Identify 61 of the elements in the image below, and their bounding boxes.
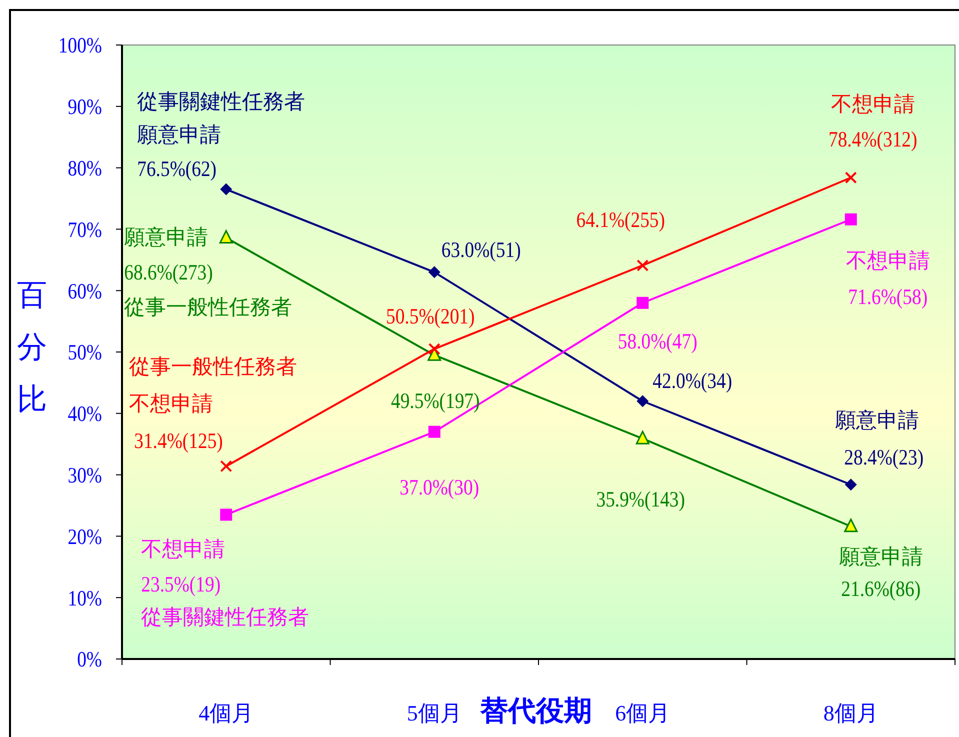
annotation: 不想申請: [129, 392, 214, 416]
y-tick-label: 20%: [68, 526, 102, 550]
annotation: 願意申請: [838, 544, 923, 569]
annotation: 願意申請: [124, 225, 208, 250]
x-tick-label: 8個月: [823, 700, 878, 726]
data-label: 49.5%(197): [390, 389, 480, 414]
y-tick-label: 60%: [68, 280, 102, 304]
data-label: 50.5%(201): [386, 305, 475, 330]
data-label: 31.4%(125): [134, 430, 223, 454]
point: [428, 426, 440, 438]
data-label: 76.5%(62): [137, 158, 217, 182]
data-label: 58.0%(47): [618, 330, 698, 354]
point: [428, 342, 440, 355]
annotation: 不想申請: [846, 248, 930, 273]
x-tick-label: 4個月: [198, 700, 254, 726]
point: [220, 460, 232, 472]
x-axis-title: 替代役期: [479, 696, 592, 727]
data-label: 63.0%(51): [441, 238, 521, 262]
y-axis-title: 百分比: [17, 279, 47, 416]
y-tick-label: 0%: [77, 648, 102, 672]
point: [428, 347, 442, 361]
point: [844, 172, 857, 184]
annotation: 願意申請: [834, 408, 919, 432]
data-label: 78.4%(312): [828, 128, 918, 152]
point: [844, 518, 858, 532]
data-label: 35.9%(143): [596, 488, 686, 512]
point: [636, 395, 649, 408]
data-label: 23.5%(19): [141, 573, 221, 597]
point: [220, 183, 232, 196]
x-tick-label: 5個月: [406, 700, 462, 726]
data-label: 71.6%(58): [848, 286, 928, 310]
annotation: 不想申請: [830, 92, 915, 116]
annotation: 從事關鍵性任務者: [137, 90, 306, 114]
y-tick-label: 80%: [68, 157, 102, 181]
data-label: 42.0%(34): [652, 370, 732, 394]
point: [428, 266, 440, 278]
y-tick-label: 100%: [58, 34, 102, 58]
point: [636, 259, 649, 272]
data-label: 21.6%(86): [841, 578, 921, 602]
point: [636, 430, 650, 444]
point: [636, 296, 649, 309]
data-label: 37.0%(30): [400, 476, 480, 500]
data-label: 28.4%(23): [844, 446, 924, 470]
y-tick-label: 30%: [68, 464, 102, 488]
y-tick-label: 10%: [68, 586, 102, 611]
data-label: 64.1%(255): [576, 208, 666, 233]
annotation: 從事關鍵性任務者: [141, 605, 310, 630]
y-tick-label: 70%: [68, 218, 102, 242]
x-tick-label: 6個月: [615, 700, 670, 726]
point: [844, 478, 857, 491]
y-tick-label: 50%: [68, 341, 102, 366]
y-tick-label: 90%: [68, 96, 102, 120]
point: [220, 508, 232, 521]
annotation: 願意申請: [137, 122, 222, 147]
data-label: 68.6%(273): [124, 261, 213, 285]
point: [219, 230, 233, 244]
annotation: 從事一般性任務者: [124, 295, 292, 320]
point: [844, 213, 857, 226]
y-tick-label: 40%: [68, 402, 102, 426]
annotation: 從事一般性任務者: [129, 354, 298, 379]
annotation: 不想申請: [141, 537, 226, 562]
